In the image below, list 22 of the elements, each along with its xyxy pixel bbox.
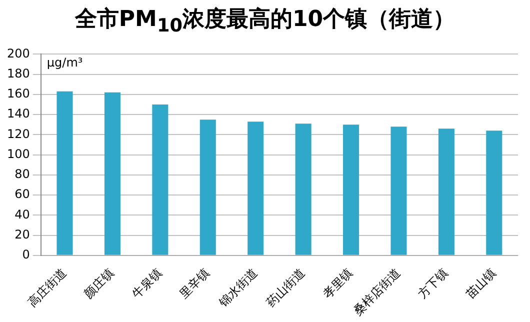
x-tick-label: 里辛镇 <box>176 266 212 302</box>
x-tick-label: 牛泉镇 <box>129 266 165 302</box>
y-tick-label: 160 <box>7 86 30 101</box>
y-axis-title: μg/m³ <box>46 55 83 70</box>
y-tick-label: 40 <box>14 207 30 222</box>
x-tick-label: 方下镇 <box>415 266 451 302</box>
y-tick-label: 0 <box>22 248 30 262</box>
x-tick-label: 苗山镇 <box>463 266 498 302</box>
x-tick-label: 颜庄镇 <box>81 266 117 302</box>
y-tick-label: 60 <box>14 187 30 202</box>
y-tick-label: 20 <box>14 227 30 242</box>
y-tick-label: 120 <box>7 126 30 141</box>
x-tick-label: 孝里镇 <box>320 266 356 302</box>
y-tick-label: 180 <box>7 66 30 80</box>
x-tick-label: 高庄街道 <box>25 266 70 310</box>
y-tick-label: 80 <box>14 167 30 182</box>
x-tick-label: 锦水街道 <box>215 266 260 310</box>
y-tick-label: 100 <box>7 146 30 161</box>
y-tick-label: 140 <box>7 106 30 121</box>
chart-title: 全市PM$_{10}$浓度最高的10个镇（街道） <box>74 6 456 36</box>
x-tick-label: 药山街道 <box>264 266 308 310</box>
y-tick-label: 200 <box>7 46 30 60</box>
